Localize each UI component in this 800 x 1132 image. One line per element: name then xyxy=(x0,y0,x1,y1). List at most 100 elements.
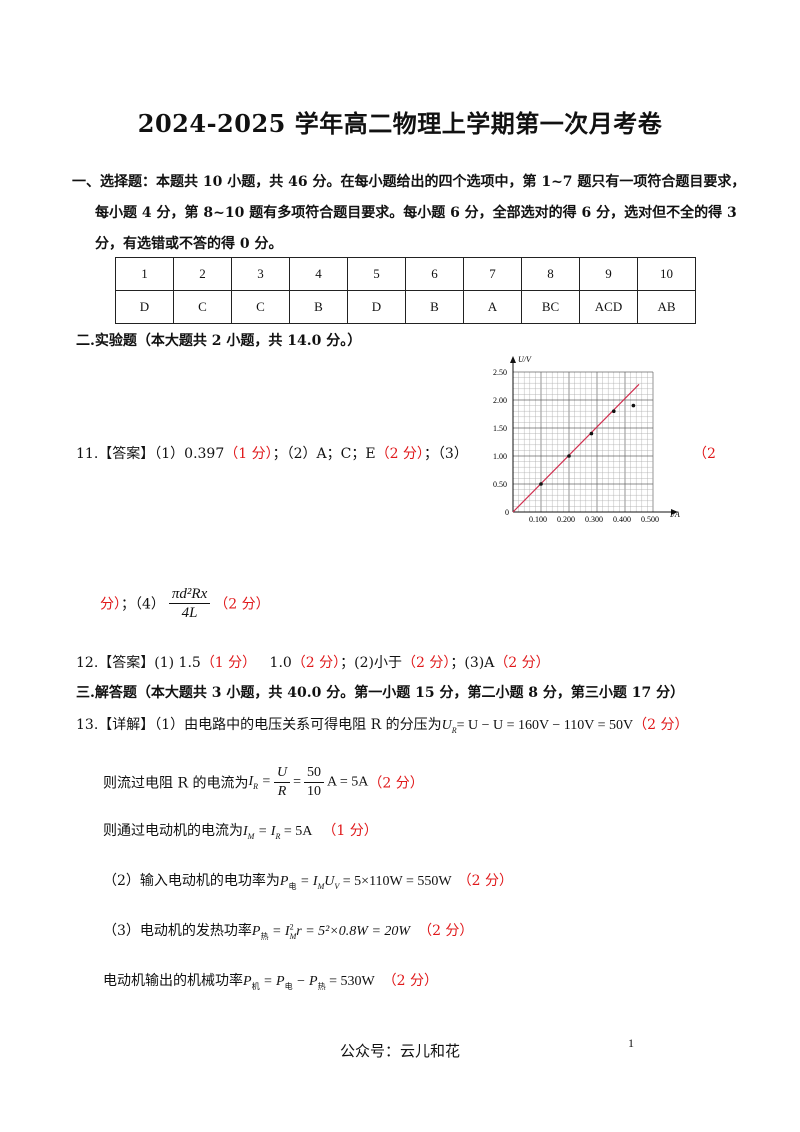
q12-score1: （1 分） xyxy=(200,655,257,671)
q13-line6-text: 电动机输出的机械功率 xyxy=(103,973,243,989)
q13-line5-score: （2 分） xyxy=(418,923,474,939)
data-point xyxy=(612,409,616,413)
q13-line2-score: （2 分） xyxy=(368,775,424,792)
q12-label: 12.【答案】(1) 1.5 xyxy=(76,655,201,671)
q12-score4: （2 分） xyxy=(494,655,550,671)
answer-number: 7 xyxy=(463,257,522,291)
y-tick-label: 0.50 xyxy=(493,480,507,489)
answer-number: 8 xyxy=(521,257,580,291)
q12-score2: （2 分） xyxy=(291,655,341,671)
q11-score4: （2 分） xyxy=(214,596,270,613)
q13-line5-text: （3）电动机的发热功率 xyxy=(103,923,252,939)
section1-line3: 分，有选错或不答的得 0 分。 xyxy=(95,236,283,252)
answer-value: B xyxy=(405,290,464,324)
x-tick-label: 0.400 xyxy=(613,515,631,524)
q13-line4-text: （2）输入电动机的电功率为 xyxy=(103,873,280,889)
q13-line1-text: 13.【详解】（1）由电路中的电压关系可得电阻 R 的分压为 xyxy=(76,717,442,733)
q13-line3-text: 则通过电动机的电流为 xyxy=(103,823,243,839)
data-point xyxy=(539,482,543,486)
q11-formula-numerator: πd²Rx xyxy=(168,585,211,604)
origin-label: 0 xyxy=(505,508,509,517)
q13-line3-score: （1 分） xyxy=(322,823,378,839)
answer-table-answers-row: D C C B D B A BC ACD AB xyxy=(115,290,696,324)
q13-line2-equals: = xyxy=(293,774,301,790)
x-tick-label: 0.500 xyxy=(641,515,659,524)
x-axis-arrow xyxy=(671,509,678,515)
y-tick-label: 1.50 xyxy=(493,424,507,433)
q13-line5: （3）电动机的发热功率P热 = I2Mr = 5²×0.8W = 20W （2 分… xyxy=(103,920,473,942)
q13-line2-fraction-b: 50 10 xyxy=(304,764,324,801)
x-axis-label: I/A xyxy=(669,510,680,519)
x-tick-label: 0.200 xyxy=(557,515,575,524)
x-tick-label: 0.300 xyxy=(585,515,603,524)
q13-line2: 则流过电阻 R 的电流为IR = U R = 50 10 A = 5A（2 分） xyxy=(103,764,424,801)
q11-label: 11.【答案】（1）0.397 xyxy=(76,446,225,462)
answer-number: 5 xyxy=(347,257,406,291)
answer-value: C xyxy=(231,290,290,324)
fit-line xyxy=(512,383,640,513)
q11-mid2: ；（3） xyxy=(423,446,468,462)
q11-formula-denominator: 4L xyxy=(181,605,198,621)
answer-number: 4 xyxy=(289,257,348,291)
answer-value: BC xyxy=(521,290,580,324)
q13-line4-symbol: P电 = IMUV xyxy=(279,874,340,891)
q12-line: 12.【答案】(1) 1.5（1 分） 1.0（2 分）；(2)小于（2 分）；… xyxy=(76,652,550,672)
answer-number: 1 xyxy=(115,257,174,291)
page-number: 1 xyxy=(628,1036,634,1050)
q13-line6-symbol: P机 = P电 − P热 xyxy=(243,974,326,991)
q13-line3-symbol: IM = IR xyxy=(243,824,281,841)
answer-value: D xyxy=(115,290,174,324)
u-i-graph: U/V I/A 0 0.50 1.00 1.50 2.00 2.50 0.100 0.200… xyxy=(493,355,680,524)
data-point xyxy=(567,454,571,458)
x-tick-label: 0.100 xyxy=(529,515,547,524)
q12-score3: （2 分） xyxy=(402,655,451,671)
q13-line1: 13.【详解】（1）由电路中的电压关系可得电阻 R 的分压为UR= U − U … xyxy=(76,714,689,735)
q13-line2-tail: A = 5A xyxy=(327,774,369,790)
data-point xyxy=(631,403,636,408)
answer-value: B xyxy=(289,290,348,324)
section2-heading: 二.实验题（本大题共 2 小题，共 14.0 分。） xyxy=(76,333,362,349)
answer-value: AB xyxy=(637,290,696,324)
answer-number: 10 xyxy=(637,257,696,291)
q11-mid3: ；（4） xyxy=(121,596,165,613)
answer-value: D xyxy=(347,290,406,324)
answer-value: C xyxy=(173,290,232,324)
q11-score3-end: 分） xyxy=(100,596,121,613)
section1-line1: 一、选择题：本题共 10 小题，共 46 分。在每小题给出的四个选项中，第 1~… xyxy=(72,174,746,190)
q13-line6-equation: = 530W xyxy=(329,974,375,989)
q13-line2-text: 则流过电阻 R 的电流为 xyxy=(103,775,249,792)
answer-number: 6 xyxy=(405,257,464,291)
answer-number: 3 xyxy=(231,257,290,291)
footer-wechat: 公众号：云儿和花 xyxy=(339,1042,460,1060)
answer-value: A xyxy=(463,290,522,324)
y-tick-label: 2.00 xyxy=(493,396,507,405)
y-tick-label: 1.00 xyxy=(493,452,507,461)
answer-table: 1 2 3 4 5 6 7 8 9 10 D C C B D B A BC AC… xyxy=(115,257,696,324)
q13-line3-equation: = 5A xyxy=(283,824,313,839)
answer-number: 9 xyxy=(579,257,638,291)
section1-line2: 每小题 4 分，第 8~10 题有多项符合题目要求。每小题 6 分，全部选对的得… xyxy=(95,205,737,221)
q13-line2-frac-a-den: R xyxy=(277,784,287,799)
answer-number: 2 xyxy=(173,257,232,291)
y-axis-arrow xyxy=(510,356,516,363)
answer-value: ACD xyxy=(579,290,638,324)
q13-line6: 电动机输出的机械功率P机 = P电 − P热 = 530W （2 分） xyxy=(103,970,438,992)
answer-table-numbers-row: 1 2 3 4 5 6 7 8 9 10 xyxy=(115,257,696,291)
q13-line5-symbol: P热 = I2M xyxy=(251,922,297,941)
q11-mid1: ；（2）A；C；E xyxy=(272,446,376,462)
q13-line1-score: （2 分） xyxy=(633,717,689,733)
data-point xyxy=(589,431,594,436)
q13-line4-score: （2 分） xyxy=(457,873,513,889)
q11-score3-start: （2 xyxy=(693,446,716,462)
q13-line4: （2）输入电动机的电功率为P电 = IMUV = 5×110W = 550W （2… xyxy=(103,870,513,892)
q13-line4-equation: = 5×110W = 550W xyxy=(342,874,452,889)
q13-line2-frac-b-den: 10 xyxy=(307,784,321,799)
q13-line2-symbol: IR = xyxy=(248,774,271,791)
q11-line2: 分）；（4） πd²Rx 4L （2 分） xyxy=(100,585,270,622)
q11-score1: （1 分） xyxy=(224,446,273,462)
y-axis-label: U/V xyxy=(518,355,532,364)
q12-mid1: 1.0 xyxy=(269,655,292,671)
q13-line5-equation: r = 5²×0.8W = 20W xyxy=(296,924,411,939)
section3-heading: 三.解答题（本大题共 3 小题，共 40.0 分。第一小题 15 分，第二小题 … xyxy=(76,685,685,701)
